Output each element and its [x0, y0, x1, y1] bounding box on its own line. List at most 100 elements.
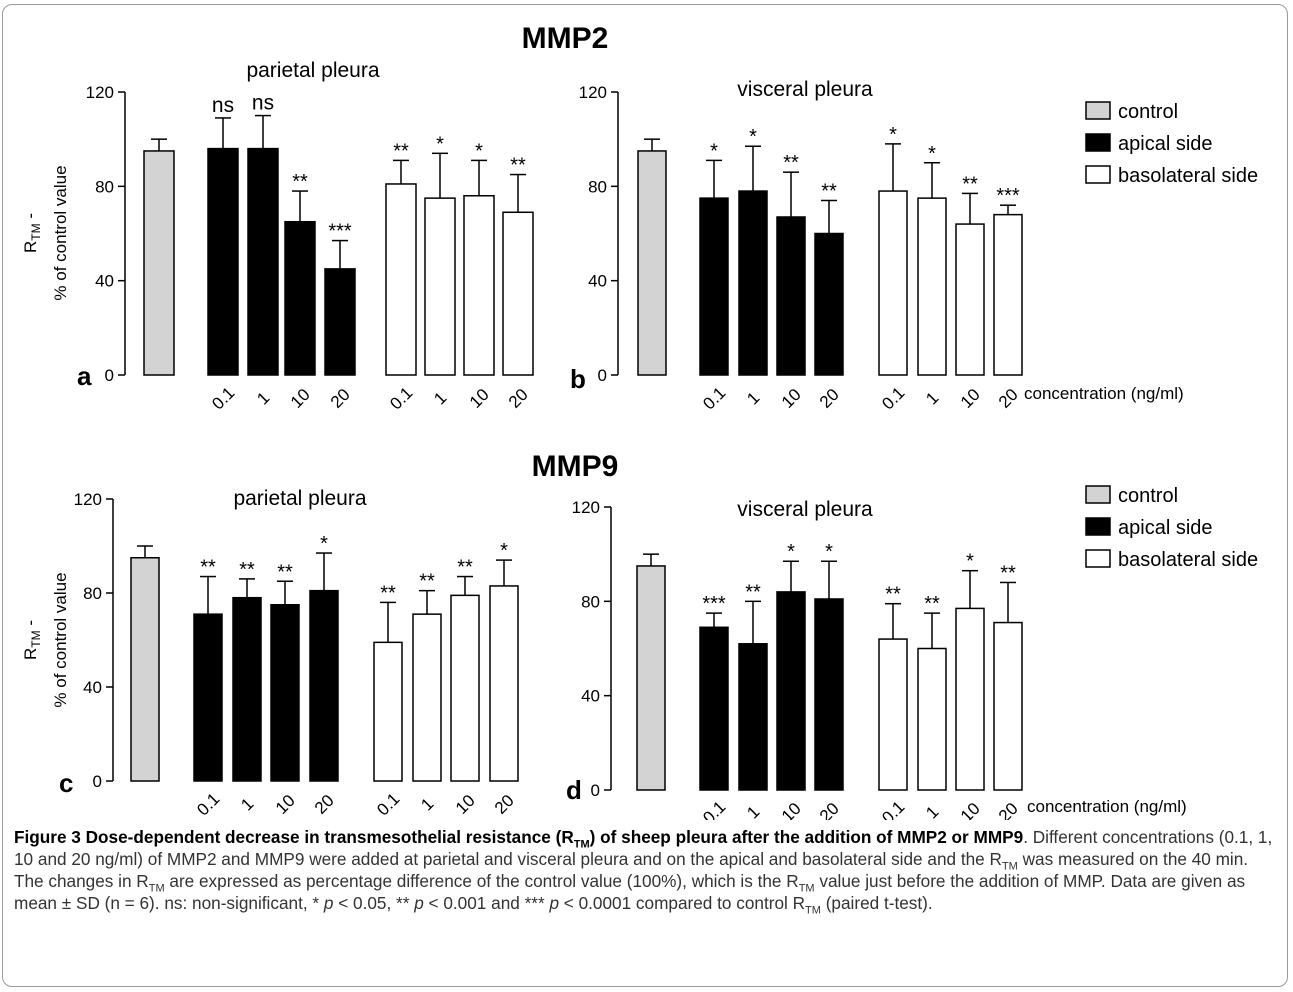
panel-c-bar-apical — [193, 613, 223, 782]
panel-c-bar-basolateral — [450, 594, 480, 782]
panel-b-significance: ** — [821, 180, 837, 202]
panel-b-x-tick-label: 20 — [816, 385, 843, 412]
panel-d-x-tick-label: 1 — [922, 802, 942, 820]
panel-c-significance: * — [320, 533, 328, 555]
panel-b-title: visceral pleura — [737, 78, 873, 101]
panel-a-significance: ns — [212, 94, 234, 117]
panel-d-bar-control — [636, 565, 666, 791]
legend-label-control: control — [1118, 101, 1178, 123]
panel-c-bar-basolateral — [489, 585, 519, 782]
panel-a-significance: ** — [393, 140, 409, 162]
caption-title: Dose-dependent decrease in transmesothel… — [85, 827, 1024, 851]
panel-c-significance: ** — [380, 582, 396, 604]
panel-c-letter: c — [59, 768, 73, 798]
panel-c-significance: ** — [419, 571, 435, 593]
panel-a-y-tick-label: 40 — [95, 272, 114, 291]
panel-b-bar-control — [637, 150, 667, 376]
panel-a-bar-control — [143, 150, 175, 376]
legend-label-control: control — [1118, 485, 1178, 507]
panel-a-x-tick-label: 20 — [505, 385, 532, 412]
legend-label-basolateral: basolateral side — [1118, 165, 1258, 187]
legend-label-basolateral: basolateral side — [1118, 549, 1258, 571]
panel-b-significance: * — [749, 126, 757, 148]
panel-b-x-tick-label: 1 — [922, 388, 942, 408]
panel-a-y-tick-label: 120 — [86, 83, 114, 102]
panel-c-bar-apical — [309, 589, 339, 782]
panel-a-y-label: % of control value — [51, 165, 70, 300]
panel-c-x-tick-label: 0.1 — [193, 789, 223, 819]
panel-a-significance: ** — [510, 155, 526, 177]
panel-b-bar-basolateral — [917, 197, 947, 376]
panel-b-x-tick-label: 10 — [778, 385, 805, 412]
concentration-label: concentration (ng/ml) — [1024, 384, 1184, 403]
panel-c-bar-basolateral — [412, 613, 442, 782]
panel-a-significance: * — [436, 133, 444, 155]
panel-b-x-tick-label: 10 — [957, 385, 984, 412]
panel-a-x-tick-label: 10 — [466, 385, 493, 412]
panel-a-x-tick-label: 10 — [287, 385, 314, 412]
panel-d-x-tick-label: 20 — [816, 799, 843, 820]
panel-d-significance: ** — [1000, 562, 1016, 584]
legend-swatch-control — [1085, 101, 1111, 120]
panel-b-bar-apical — [814, 232, 844, 376]
panel-b-y-tick-label: 120 — [579, 83, 607, 102]
panel-a-y-tick-label: 80 — [95, 177, 114, 196]
panel-d-bar-basolateral — [993, 621, 1023, 791]
legend-swatch-apical — [1085, 517, 1111, 536]
panel-d-bar-apical — [776, 591, 806, 791]
panel-a-letter: a — [77, 361, 92, 391]
panel-d-y-tick-label: 120 — [572, 498, 600, 517]
panel-a-significance: ** — [292, 171, 308, 193]
panel-a-y-tick-label: 0 — [105, 366, 114, 385]
panel-b-bar-basolateral — [955, 223, 985, 376]
legend-label-apical: apical side — [1118, 133, 1213, 155]
panel-d-x-tick-label: 0.1 — [699, 797, 729, 820]
panel-b-letter: b — [570, 364, 586, 394]
panel-c-y-tick-label: 120 — [74, 490, 102, 509]
panel-c-bar-basolateral — [373, 641, 403, 782]
panel-b-x-tick-label: 0.1 — [878, 383, 908, 413]
panel-a-x-tick-label: 0.1 — [386, 383, 416, 413]
panel-d-significance: * — [825, 541, 833, 563]
panel-a-significance: *** — [328, 221, 352, 243]
panel-b-significance: * — [710, 140, 718, 162]
panel-a-x-tick-label: 1 — [430, 388, 450, 408]
panel-d-bar-apical — [814, 598, 844, 791]
panel-b-y-tick-label: 80 — [588, 177, 607, 196]
concentration-label: concentration (ng/ml) — [1027, 797, 1187, 816]
panel-a-bar-apical — [207, 147, 239, 376]
panel-c-significance: ** — [239, 559, 255, 581]
panel-d-significance: * — [787, 541, 795, 563]
panel-b-significance: * — [889, 124, 897, 146]
panel-b-x-tick-label: 0.1 — [699, 383, 729, 413]
panel-d-bar-basolateral — [917, 647, 947, 791]
panel-d-bar-basolateral — [955, 607, 985, 791]
panel-b-y-tick-label: 40 — [588, 272, 607, 291]
panel-b-significance: ** — [783, 152, 799, 174]
panel-c-x-tick-label: 1 — [237, 794, 257, 814]
panel-c-x-tick-label: 0.1 — [373, 789, 403, 819]
panel-a-x-tick-label: 20 — [327, 385, 354, 412]
panel-b-significance: ** — [962, 173, 978, 195]
panel-a-bar-basolateral — [385, 183, 417, 376]
panel-b-bar-apical — [738, 190, 768, 376]
panel-a-bar-basolateral — [424, 197, 456, 376]
panel-c-bar-apical — [270, 604, 300, 782]
legend-swatch-basolateral — [1085, 549, 1111, 568]
panel-c-y-label: % of control value — [51, 572, 70, 707]
panel-d-significance: * — [966, 551, 974, 573]
panel-d-significance: *** — [702, 593, 726, 615]
panel-b-bar-apical — [699, 197, 729, 376]
figure-caption: Figure 3 Dose-dependent decrease in tran… — [14, 827, 1273, 917]
panel-d-significance: ** — [745, 581, 761, 603]
panel-d-significance: ** — [924, 593, 940, 615]
panel-b-x-tick-label: 20 — [995, 385, 1022, 412]
panel-b-x-tick-label: 1 — [743, 388, 763, 408]
panel-d-x-tick-label: 1 — [743, 802, 763, 820]
panel-d-x-tick-label: 10 — [957, 799, 984, 820]
panel-d-bar-basolateral — [878, 638, 908, 791]
legend-swatch-apical — [1085, 133, 1111, 152]
panel-b-bar-basolateral — [878, 190, 908, 376]
panel-b-significance: * — [928, 143, 936, 165]
panel-c-significance: ** — [457, 557, 473, 579]
